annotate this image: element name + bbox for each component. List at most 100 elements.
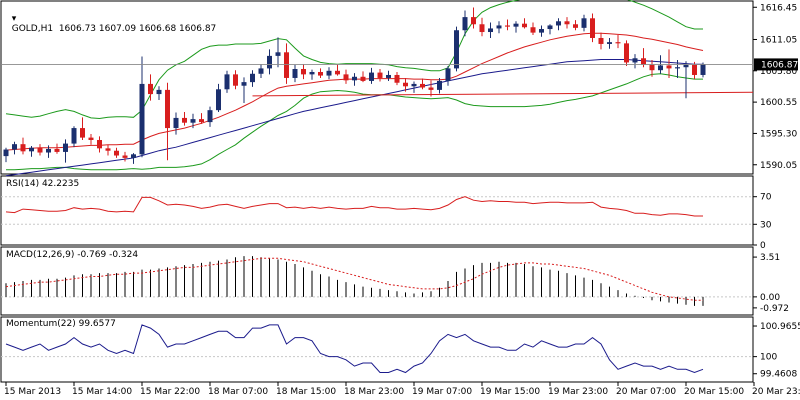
rsi-axis-tick-label: 30 [760,220,772,230]
candle-body [343,74,349,81]
candle-body [556,21,561,26]
ma-fast-line [5,32,704,151]
candle-body [420,83,425,88]
candle-body [318,71,323,76]
candle-body [394,74,400,83]
candle-body [207,110,213,123]
candle-body [539,29,544,33]
x-axis-tick-label: 20 Mar 15:00 [684,387,744,397]
rsi-line [5,196,703,217]
candle-body [522,23,527,28]
candle-body [46,148,51,153]
candle-body [360,76,366,81]
candle-body [564,21,570,25]
price-axis-tick-label: 1605.80 [760,67,797,77]
candle-body [632,58,638,63]
candle-body [700,64,706,75]
bollinger-upper-line [5,0,703,120]
x-axis-tick-label: 15 Mar 14:00 [72,387,132,397]
current-price-box [754,58,798,71]
candle-body [105,148,111,151]
candle-body [666,65,672,69]
candle-body [513,23,519,27]
candle-body [224,74,230,90]
candle-body [97,139,102,149]
price-axis-tick-label: 1600.55 [760,98,797,108]
candle-body [598,37,604,44]
candle-body [275,52,281,56]
candle-body [37,147,43,153]
candle-body [199,119,204,123]
candle-body [352,76,357,81]
price-axis-tick-label: 1611.05 [760,35,797,45]
price-pane-frame [0,0,754,175]
candle-body [241,82,247,86]
ma-slow-line [5,59,703,177]
macd-axis-tick-label: 0.00 [760,293,780,303]
candle-body [428,87,434,90]
candle-body [122,155,128,158]
candle-body [462,17,468,31]
x-axis-tick-label: 18 Mar 07:00 [208,387,268,397]
bollinger-lower-line [6,73,703,171]
candle-body [437,80,442,90]
candle-body [309,71,315,75]
candle-body [658,65,663,71]
candle-body [12,144,17,150]
candle-body [165,89,170,129]
candle-body [182,117,187,123]
x-axis-tick-label: 18 Mar 15:00 [276,387,336,397]
candle-body [496,25,502,29]
candle-body [148,83,153,95]
candle-body [258,68,264,74]
x-axis-tick-label: 19 Mar 15:00 [480,387,540,397]
candle-body [139,83,145,155]
candle-body [403,82,408,87]
candle-body [301,69,306,75]
price-pane-symbol-icon: ▾ [11,14,17,24]
candle-body [454,30,459,69]
candle-body [250,73,255,83]
candle-body [88,137,94,140]
candle-body [411,83,417,87]
candle-body [284,52,289,78]
candle-body [20,144,26,152]
candle-body [80,128,85,138]
candle-body [624,43,629,63]
candle-body [114,150,119,156]
candle-body [607,42,612,44]
candle-body [3,149,9,157]
candle-body [641,58,646,65]
candle-body [505,25,510,27]
momentum-axis-tick-label: 100.9655 [760,322,800,332]
candle-body [131,154,136,158]
candle-body [156,89,162,95]
momentum-axis-tick-label: 99.4608 [760,370,797,380]
momentum-pane-title: Momentum(22) 99.6577 [5,319,117,329]
candle-body [573,24,578,28]
candle-body [649,64,655,71]
candle-body [445,68,451,81]
price-axis-tick-label: 1590.05 [760,161,797,171]
current-price-label: 1606.87 [761,60,798,70]
candle-body [615,42,621,44]
macd-axis-tick-label: -0.972 [760,304,789,314]
mom-pane-frame [0,316,754,383]
x-axis-tick-label: 18 Mar 23:00 [344,387,404,397]
x-axis-tick-label: 20 Mar 23:00 [752,387,800,397]
candle-body [488,28,493,33]
candle-body [471,17,476,25]
candle-body [692,64,697,75]
price-axis-tick-label: 1595.30 [760,129,797,139]
candle-body [590,18,595,38]
candle-body [326,70,332,76]
candle-body [190,119,196,123]
rsi-axis-tick-label: 70 [760,193,772,203]
macd-pane-title: MACD(12,26,9) -0.769 -0.324 [5,250,140,260]
horizontal-level-line [252,91,754,97]
candle-body [377,72,383,78]
candle-body [63,143,68,152]
price-pane-title-text: GOLD,H1 1606.73 1607.09 1606.68 1606.87 [11,24,217,34]
candle-body [530,27,536,33]
price-axis-tick-label: 1616.45 [760,3,797,13]
